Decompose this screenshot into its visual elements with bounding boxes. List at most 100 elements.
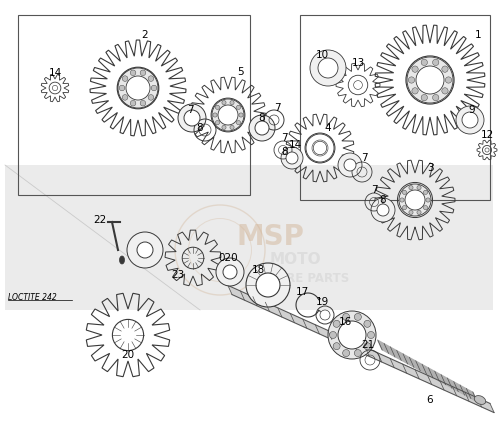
Ellipse shape bbox=[120, 256, 124, 264]
Circle shape bbox=[119, 85, 125, 91]
Circle shape bbox=[126, 76, 150, 100]
Circle shape bbox=[178, 104, 206, 132]
Circle shape bbox=[215, 120, 220, 125]
Text: 2: 2 bbox=[142, 30, 148, 40]
Circle shape bbox=[338, 321, 366, 349]
Circle shape bbox=[412, 88, 418, 94]
Circle shape bbox=[409, 186, 413, 190]
Circle shape bbox=[426, 198, 430, 202]
Circle shape bbox=[417, 210, 421, 215]
Circle shape bbox=[230, 125, 234, 129]
Circle shape bbox=[222, 101, 226, 105]
Text: 3: 3 bbox=[427, 163, 433, 173]
Circle shape bbox=[344, 159, 356, 171]
Bar bbox=[300, 15, 490, 200]
Circle shape bbox=[256, 273, 280, 297]
Polygon shape bbox=[228, 286, 494, 412]
Text: 8: 8 bbox=[197, 123, 203, 133]
Circle shape bbox=[328, 311, 376, 359]
Text: 14: 14 bbox=[48, 68, 62, 78]
Circle shape bbox=[239, 113, 243, 117]
Circle shape bbox=[237, 120, 241, 125]
Text: MSP: MSP bbox=[236, 223, 304, 251]
Circle shape bbox=[364, 343, 371, 350]
Circle shape bbox=[222, 125, 226, 129]
Text: 23: 23 bbox=[171, 270, 185, 280]
Text: LOCTITE 242: LOCTITE 242 bbox=[8, 293, 57, 303]
Circle shape bbox=[216, 258, 244, 286]
Circle shape bbox=[130, 100, 136, 106]
Text: 20: 20 bbox=[122, 350, 134, 360]
Circle shape bbox=[223, 265, 237, 279]
Circle shape bbox=[412, 66, 418, 72]
Circle shape bbox=[237, 105, 241, 109]
Circle shape bbox=[218, 105, 238, 125]
Circle shape bbox=[212, 99, 244, 131]
Circle shape bbox=[421, 95, 427, 101]
Text: 1: 1 bbox=[475, 30, 481, 40]
Circle shape bbox=[246, 263, 290, 307]
Circle shape bbox=[423, 190, 428, 194]
Circle shape bbox=[433, 95, 439, 101]
Circle shape bbox=[333, 320, 340, 327]
Circle shape bbox=[137, 242, 153, 258]
Text: 7: 7 bbox=[187, 105, 193, 115]
Circle shape bbox=[400, 198, 404, 202]
Text: 9: 9 bbox=[469, 105, 475, 115]
Bar bbox=[18, 15, 250, 195]
Text: 18: 18 bbox=[251, 265, 264, 275]
Text: 5: 5 bbox=[237, 67, 244, 77]
Circle shape bbox=[338, 153, 362, 177]
Text: 19: 19 bbox=[315, 297, 329, 307]
Circle shape bbox=[423, 205, 428, 210]
Circle shape bbox=[421, 59, 427, 65]
Text: 6: 6 bbox=[427, 395, 433, 405]
Text: MOTO: MOTO bbox=[269, 252, 321, 268]
Circle shape bbox=[442, 88, 448, 94]
Text: 7: 7 bbox=[274, 103, 280, 113]
Circle shape bbox=[343, 350, 350, 357]
Text: 4: 4 bbox=[325, 123, 331, 133]
Text: 16: 16 bbox=[338, 317, 352, 327]
Circle shape bbox=[402, 205, 406, 210]
Circle shape bbox=[371, 198, 395, 222]
Circle shape bbox=[416, 66, 444, 94]
Circle shape bbox=[118, 68, 158, 108]
Circle shape bbox=[122, 76, 128, 82]
Circle shape bbox=[230, 101, 234, 105]
Circle shape bbox=[281, 147, 303, 169]
Circle shape bbox=[343, 313, 350, 320]
Text: SPARE PARTS: SPARE PARTS bbox=[261, 272, 349, 285]
Circle shape bbox=[318, 58, 338, 78]
Circle shape bbox=[364, 320, 371, 327]
Ellipse shape bbox=[474, 395, 486, 405]
Circle shape bbox=[456, 106, 484, 134]
Text: 13: 13 bbox=[352, 58, 365, 68]
Text: 21: 21 bbox=[362, 340, 374, 350]
Text: 22: 22 bbox=[93, 215, 107, 225]
Text: 020: 020 bbox=[218, 253, 238, 263]
Circle shape bbox=[330, 331, 337, 338]
Circle shape bbox=[151, 85, 157, 91]
Circle shape bbox=[130, 70, 136, 75]
Polygon shape bbox=[378, 341, 477, 402]
Polygon shape bbox=[5, 165, 493, 310]
Circle shape bbox=[184, 110, 200, 126]
Text: 7: 7 bbox=[371, 185, 377, 195]
Circle shape bbox=[213, 113, 217, 117]
Circle shape bbox=[286, 152, 298, 164]
Text: 7: 7 bbox=[361, 153, 368, 163]
Text: 14: 14 bbox=[288, 140, 302, 150]
Text: 8: 8 bbox=[282, 147, 288, 157]
Circle shape bbox=[433, 59, 439, 65]
Circle shape bbox=[148, 76, 154, 82]
Circle shape bbox=[140, 70, 146, 75]
Circle shape bbox=[417, 186, 421, 190]
Circle shape bbox=[310, 50, 346, 86]
Circle shape bbox=[127, 232, 163, 268]
Circle shape bbox=[122, 95, 128, 100]
Circle shape bbox=[442, 66, 448, 72]
Circle shape bbox=[333, 343, 340, 350]
Circle shape bbox=[399, 184, 431, 216]
Circle shape bbox=[140, 100, 146, 106]
